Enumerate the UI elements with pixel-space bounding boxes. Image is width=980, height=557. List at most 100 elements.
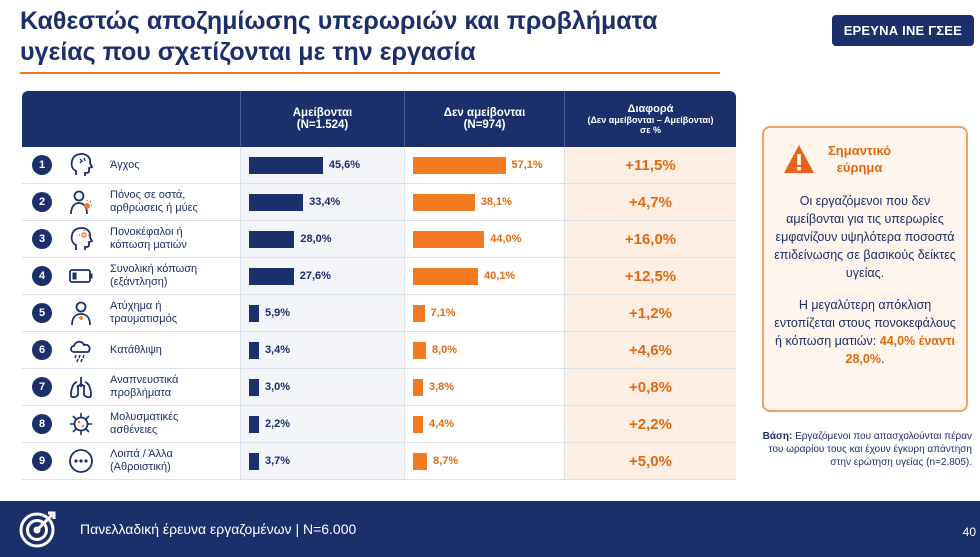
paid-bar <box>249 452 259 470</box>
unpaid-value-label: 3,8% <box>429 381 455 393</box>
row-label-line-2: προβλήματα <box>110 387 172 399</box>
paid-bar <box>249 304 259 322</box>
row-label-line-1: Άγχος <box>110 158 140 171</box>
paid-bar-cell: 28,0% <box>240 221 404 257</box>
table-row: 4 Συνολική κόπωση (εξάντληση) 27,6% 40,1% +12… <box>22 258 736 295</box>
row-label-cell: 2 Πόνος σε οστά, αρθρώσεις ή μύες <box>22 184 240 220</box>
sample-basis-note: Βάση: Εργαζόμενοι που απασχολούνται πέρα… <box>762 430 972 469</box>
injury-icon <box>66 298 96 328</box>
table-row: 5 Ατύχημα ή τραυματισμός 5,9% 7,1% +1,2% <box>22 295 736 332</box>
unpaid-bar <box>413 304 425 322</box>
row-label: Πόνος σε οστά, αρθρώσεις ή μύες <box>110 189 198 215</box>
row-label-line-1: Ατύχημα ή <box>110 300 162 312</box>
unpaid-value-label: 8,0% <box>431 344 458 356</box>
header-paid-n: (N=1.524) <box>296 119 349 131</box>
unpaid-bar-cell: 44,0% <box>404 221 564 257</box>
table-header: Αμείβονται (N=1.524) Δεν αμείβονται (N=9… <box>22 91 736 147</box>
table-row: 7 Αναπνευστικά προβλήματα 3,0% 3,8% +0,8% <box>22 369 736 406</box>
paid-value-label: 3,4% <box>265 344 291 356</box>
target-logo-icon <box>19 511 56 548</box>
head-stress-icon <box>66 150 96 180</box>
difference-value: +1,2% <box>629 304 672 322</box>
paid-value-label: 28,0% <box>300 233 332 245</box>
difference-value: +16,0% <box>624 230 677 248</box>
paid-bar <box>249 267 294 285</box>
row-label: Μολυσματικές ασθένειες <box>110 411 178 437</box>
row-number-badge: 5 <box>32 303 52 323</box>
difference-value: +0,8% <box>629 378 672 396</box>
results-table: Αμείβονται (N=1.524) Δεν αμείβονται (N=9… <box>22 91 736 480</box>
survey-badge: ΕΡΕΥΝΑ ΙΝΕ ΓΣΕΕ <box>831 15 974 46</box>
row-label-line-2: αρθρώσεις ή μύες <box>110 202 198 214</box>
header-unpaid-label: Δεν αμείβονται <box>443 107 526 119</box>
paid-bar <box>249 341 259 359</box>
unpaid-bar-cell: 40,1% <box>404 258 564 294</box>
row-label: Άγχος <box>110 159 140 172</box>
unpaid-bar <box>413 378 423 396</box>
row-label-cell: 5 Ατύχημα ή τραυματισμός <box>22 295 240 331</box>
table-row: 8 Μολυσματικές ασθένειες 2,2% 4,4% +2,2% <box>22 406 736 443</box>
row-number-badge: 3 <box>32 229 52 249</box>
title-line-1: Καθεστώς αποζημίωσης υπερωριών και προβλ… <box>20 7 658 35</box>
panel-p2-end: . <box>880 352 885 366</box>
warning-icon <box>784 145 814 173</box>
paid-bar <box>249 193 304 211</box>
paid-bar-cell: 5,9% <box>240 295 404 331</box>
difference-cell: +4,7% <box>564 184 736 220</box>
paid-bar-cell: 33,4% <box>240 184 404 220</box>
paid-bar <box>249 156 323 174</box>
table-row: 6 Κατάθλιψη 3,4% 8,0% +4,6% <box>22 332 736 369</box>
difference-value: +4,7% <box>629 193 672 211</box>
basis-text: Εργαζόμενοι που απασχολούνται πέραν του … <box>768 431 972 468</box>
header-empty-cell <box>22 91 240 147</box>
unpaid-bar-cell: 3,8% <box>404 369 564 405</box>
row-label-line-1: Αναπνευστικά <box>110 374 179 386</box>
row-number-badge: 7 <box>32 377 52 397</box>
difference-value: +11,5% <box>625 156 676 174</box>
unpaid-value-label: 44,0% <box>490 233 522 245</box>
unpaid-bar <box>413 452 428 470</box>
header-difference-unit: σε % <box>640 125 661 135</box>
table-row: 2 Πόνος σε οστά, αρθρώσεις ή μύες 33,4% 38,1… <box>22 184 736 221</box>
panel-p2-start: Η μεγαλύτερη απόκλιση εντοπίζεται στους … <box>774 298 956 348</box>
row-label-line-1: Μολυσματικές <box>110 411 179 423</box>
row-number-badge: 4 <box>32 266 52 286</box>
more-dots-icon <box>66 446 96 476</box>
difference-cell: +16,0% <box>564 221 736 257</box>
body-pain-icon <box>66 187 96 217</box>
table-body: 1 Άγχος 45,6% 57,1% +11,5% 2 Πόνος σε οστά, αρθ… <box>22 147 736 480</box>
table-row: 9 Λοιπά / Άλλα (Αθροιστική) 3,7% 8,7% +5,0% <box>22 443 736 480</box>
row-label: Αναπνευστικά προβλήματα <box>110 374 178 400</box>
row-number-badge: 2 <box>32 192 52 212</box>
row-number-badge: 9 <box>32 451 52 471</box>
row-label-line-1: Πονοκέφαλοι ή <box>110 226 183 238</box>
difference-cell: +2,2% <box>564 406 736 442</box>
row-label-line-2: ασθένειες <box>110 424 158 436</box>
header-difference-sub: (Δεν αμείβονται – Αμείβονται) <box>587 115 714 125</box>
row-label-line-1: Λοιπά / Άλλα <box>110 448 173 460</box>
unpaid-value-label: 7,1% <box>430 307 456 319</box>
unpaid-value-label: 57,1% <box>511 159 543 171</box>
low-battery-icon <box>66 261 96 291</box>
title-line-2: υγείας που σχετίζονται με την εργασία <box>20 38 476 66</box>
difference-value: +4,6% <box>629 341 672 359</box>
lungs-icon <box>66 372 96 402</box>
page-number: 40 <box>962 525 976 539</box>
unpaid-bar-cell: 8,0% <box>404 332 564 368</box>
key-finding-panel: Σημαντικό εύρημα Οι εργαζόμενοι που δεν … <box>762 126 968 412</box>
paid-bar <box>249 378 259 396</box>
difference-cell: +0,8% <box>564 369 736 405</box>
unpaid-bar-cell: 8,7% <box>404 443 564 479</box>
panel-paragraph-1: Οι εργαζόμενοι που δεν αμείβονται για τι… <box>774 194 956 280</box>
paid-bar-cell: 2,2% <box>240 406 404 442</box>
unpaid-bar-cell: 4,4% <box>404 406 564 442</box>
paid-bar-cell: 27,6% <box>240 258 404 294</box>
virus-icon <box>66 409 96 439</box>
panel-paragraph-2: Η μεγαλύτερη απόκλιση εντοπίζεται στους … <box>764 296 966 368</box>
panel-title-line-1: Σημαντικό <box>828 143 892 158</box>
footer-survey-text: Πανελλαδική έρευνα εργαζομένων | N=6.000 <box>80 521 357 537</box>
header-unpaid-n: (N=974) <box>463 119 506 131</box>
difference-cell: +5,0% <box>564 443 736 479</box>
row-label-cell: 8 Μολυσματικές ασθένειες <box>22 406 240 442</box>
table-row: 1 Άγχος 45,6% 57,1% +11,5% <box>22 147 736 184</box>
